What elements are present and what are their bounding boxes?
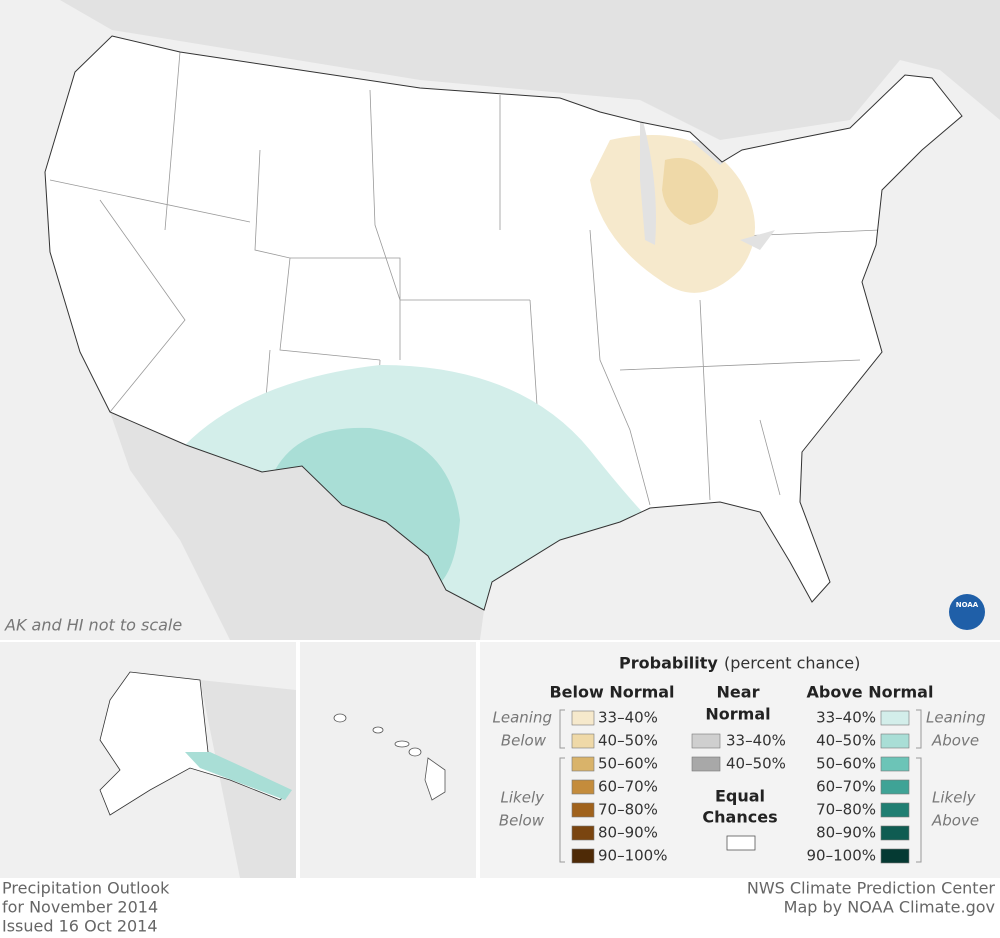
- below-40-50-region: [662, 158, 719, 225]
- hi-panel: [300, 642, 476, 878]
- mexico: [110, 412, 484, 640]
- scale-note: AK and HI not to scale: [4, 616, 182, 635]
- legend-swatch: [571, 733, 595, 749]
- legend-label: 40–50%: [816, 732, 876, 750]
- likely-below-label: Likely: [501, 789, 546, 807]
- legend-label: 70–80%: [816, 801, 876, 819]
- legend-swatch: [726, 835, 756, 851]
- legend-swatch: [571, 710, 595, 726]
- legend-label: 33–40%: [726, 732, 786, 750]
- legend-swatch: [880, 779, 910, 795]
- legend-swatch: [691, 756, 721, 772]
- leaning-below-region: [590, 135, 755, 293]
- legend-label: 60–70%: [598, 778, 658, 796]
- legend-label: 40–50%: [598, 732, 658, 750]
- great-lakes: [640, 110, 775, 250]
- leaning-below-label: Below: [501, 732, 547, 750]
- legend-swatch: [880, 733, 910, 749]
- legend-swatch: [880, 825, 910, 841]
- footer-left: Issued 16 Oct 2014: [2, 917, 158, 936]
- leaning-below-label: Leaning: [493, 709, 552, 727]
- alaska-above: [185, 752, 292, 800]
- below-heading: Below Normal: [549, 683, 674, 702]
- us-outline: [44, 35, 963, 611]
- legend-label: 90–100%: [598, 847, 667, 865]
- legend-label: 80–90%: [598, 824, 658, 842]
- noaa-logo-text: NOAA: [956, 601, 979, 609]
- leaning-above-label: Above: [931, 732, 979, 750]
- legend-swatch: [571, 825, 595, 841]
- equal-chances-label: Chances: [702, 808, 777, 827]
- footer-right: Map by NOAA Climate.gov: [784, 898, 995, 917]
- footer-left: Precipitation Outlook: [2, 879, 170, 898]
- likely-above-label: Above: [931, 812, 979, 830]
- likely-above-label: Likely: [932, 789, 977, 807]
- legend-swatch: [571, 779, 595, 795]
- legend-swatch: [880, 848, 910, 864]
- leaning-above-label: Leaning: [926, 709, 985, 727]
- canada: [60, 0, 1000, 140]
- hawaii: [333, 713, 446, 801]
- likely-below-label: Below: [499, 812, 545, 830]
- above-heading: Above Normal: [807, 683, 934, 702]
- legend-label: 60–70%: [816, 778, 876, 796]
- legend-label: 33–40%: [598, 709, 658, 727]
- legend-title: Probability: [619, 654, 718, 673]
- legend-swatch: [571, 848, 595, 864]
- legend-label: 40–50%: [726, 755, 786, 773]
- brackets: [559, 709, 922, 863]
- near-heading: Normal: [705, 705, 770, 724]
- legend-label: 50–60%: [598, 755, 658, 773]
- legend-subtitle: (percent chance): [724, 654, 860, 673]
- legend-swatch: [880, 710, 910, 726]
- footer-right: NWS Climate Prediction Center: [747, 879, 996, 898]
- footer: [0, 878, 1000, 938]
- legend-label: 90–100%: [807, 847, 876, 865]
- legend-swatch: [880, 756, 910, 772]
- legend-swatch: [571, 756, 595, 772]
- near-heading: Near: [717, 683, 760, 702]
- legend-swatch: [880, 802, 910, 818]
- legend-label: 33–40%: [816, 709, 876, 727]
- legend-swatch: [691, 733, 721, 749]
- equal-chances-label: Equal: [715, 787, 765, 806]
- footer-left: for November 2014: [2, 898, 158, 917]
- legend-swatch: [571, 802, 595, 818]
- noaa-logo: [949, 594, 985, 630]
- legend-label: 70–80%: [598, 801, 658, 819]
- legend-label: 80–90%: [816, 824, 876, 842]
- legend-label: 50–60%: [816, 755, 876, 773]
